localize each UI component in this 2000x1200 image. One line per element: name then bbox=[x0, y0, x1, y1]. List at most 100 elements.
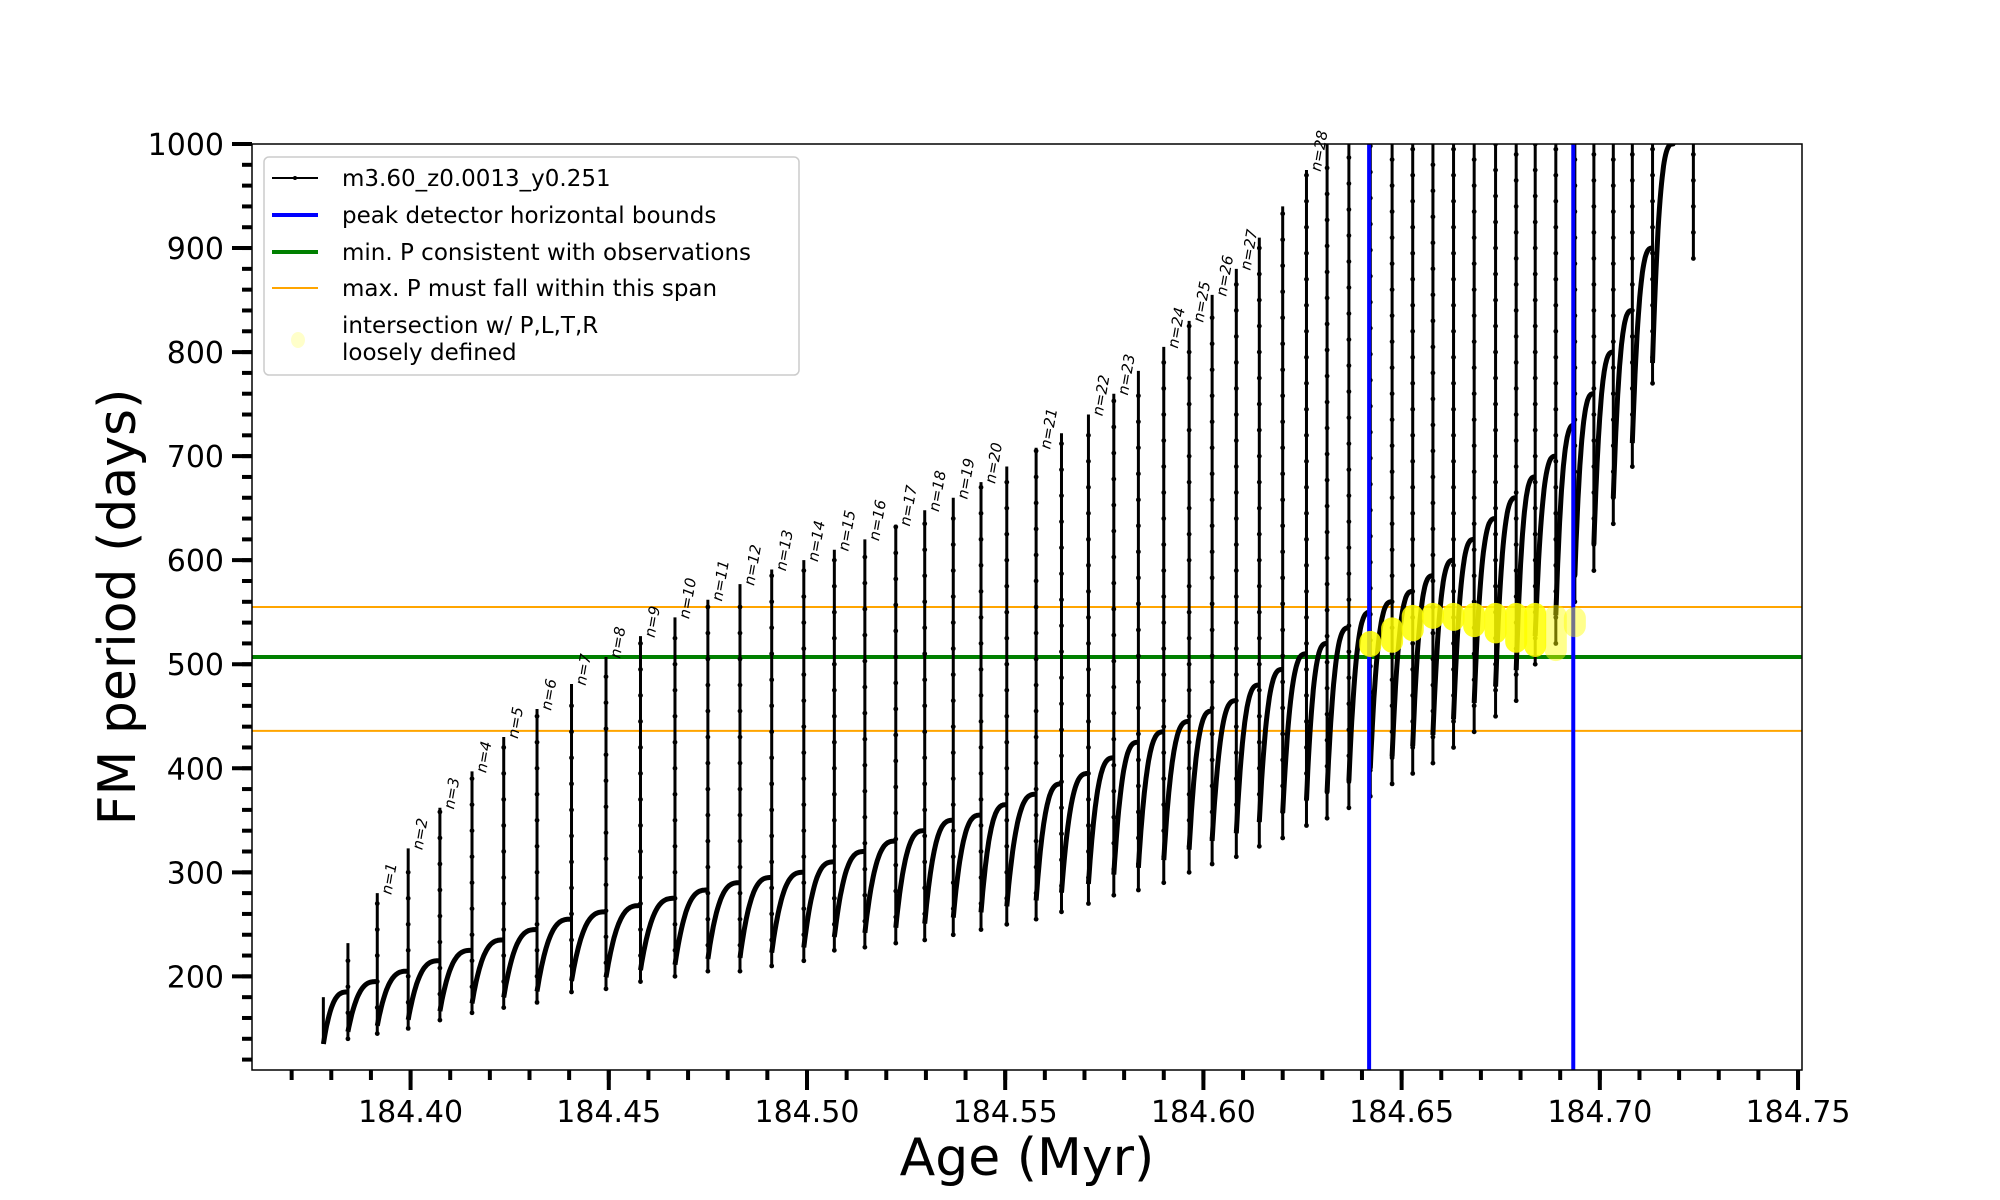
series-point bbox=[1513, 568, 1519, 573]
series-point bbox=[1280, 627, 1286, 633]
series-point bbox=[374, 901, 380, 906]
mode-label: n=16 bbox=[865, 498, 890, 542]
series-point bbox=[922, 703, 928, 709]
series-point bbox=[1004, 817, 1010, 823]
series-point bbox=[603, 908, 609, 914]
series-point bbox=[922, 599, 928, 605]
series-point bbox=[1086, 667, 1091, 672]
series-point bbox=[1233, 516, 1239, 521]
series-point bbox=[1324, 555, 1330, 561]
series-point bbox=[1280, 575, 1286, 581]
series-point bbox=[1532, 479, 1538, 485]
series-point bbox=[603, 934, 609, 940]
series-arc bbox=[469, 937, 506, 1004]
series-point bbox=[1209, 393, 1215, 399]
series-point bbox=[672, 687, 678, 693]
series-point bbox=[1471, 469, 1477, 475]
series-arc bbox=[1324, 625, 1351, 793]
series-point bbox=[1111, 398, 1117, 404]
series-point bbox=[1690, 152, 1696, 157]
series-point bbox=[638, 823, 643, 828]
series-point bbox=[1059, 623, 1064, 629]
series-point bbox=[831, 817, 837, 823]
series-point bbox=[1471, 573, 1477, 579]
x-tick-label: 184.50 bbox=[754, 1095, 859, 1130]
series-point bbox=[1493, 375, 1498, 381]
series-point bbox=[1471, 339, 1477, 345]
legend-label-green: min. P consistent with observations bbox=[342, 240, 751, 266]
series-point bbox=[801, 646, 807, 652]
series-point bbox=[1410, 588, 1416, 594]
series-point bbox=[922, 625, 928, 631]
series-point bbox=[603, 804, 609, 810]
series-point bbox=[737, 916, 743, 922]
series-point bbox=[534, 843, 540, 849]
series-point bbox=[1471, 729, 1477, 735]
series-point bbox=[1610, 339, 1616, 345]
series-point bbox=[737, 682, 743, 688]
series-point bbox=[893, 758, 899, 764]
series-point bbox=[1004, 713, 1010, 719]
series-arc bbox=[1650, 144, 1675, 364]
series-point bbox=[705, 812, 711, 818]
series-point bbox=[922, 833, 928, 839]
series-point bbox=[1430, 552, 1436, 558]
series-point bbox=[1033, 474, 1039, 480]
series-point bbox=[893, 732, 899, 738]
series-point bbox=[1513, 490, 1519, 495]
series-point bbox=[534, 947, 540, 953]
series-point bbox=[1304, 615, 1309, 620]
series-point bbox=[1430, 162, 1436, 168]
series-point bbox=[1629, 334, 1635, 339]
series-point bbox=[978, 484, 984, 490]
series-point bbox=[1033, 578, 1039, 584]
series-point bbox=[1389, 313, 1395, 319]
series-point bbox=[1280, 315, 1286, 321]
series-point bbox=[1389, 391, 1395, 397]
series-point bbox=[978, 849, 984, 854]
series-point bbox=[1532, 349, 1538, 355]
series-point bbox=[1324, 685, 1330, 691]
series-point bbox=[1591, 256, 1597, 261]
series-point bbox=[1451, 146, 1456, 152]
legend-frame bbox=[263, 156, 800, 376]
series-arc bbox=[672, 887, 710, 966]
series-point bbox=[801, 802, 807, 808]
series-point bbox=[1161, 698, 1167, 704]
mode-label: n=27 bbox=[1237, 227, 1262, 271]
series-point bbox=[1280, 549, 1286, 555]
series-point bbox=[1346, 805, 1352, 811]
series-point bbox=[437, 835, 443, 841]
series-point bbox=[705, 630, 711, 636]
series-point bbox=[501, 771, 507, 776]
series-point bbox=[1591, 360, 1597, 365]
mode-label: n=2 bbox=[408, 817, 431, 851]
series-point bbox=[769, 807, 775, 813]
series-point bbox=[1430, 370, 1436, 376]
series-point bbox=[1324, 399, 1330, 405]
series-point bbox=[1059, 597, 1064, 603]
series-point bbox=[1233, 724, 1239, 730]
series-point bbox=[862, 944, 868, 950]
y-axis-label: FM period (days) bbox=[88, 389, 148, 826]
series-point bbox=[1690, 204, 1696, 209]
series-point bbox=[469, 880, 475, 886]
series-point bbox=[1280, 731, 1286, 737]
series-point bbox=[603, 778, 609, 784]
series-point bbox=[1033, 734, 1039, 740]
series-point bbox=[1059, 441, 1064, 447]
mode-label: n=8 bbox=[606, 625, 629, 659]
series-point bbox=[950, 802, 956, 808]
series-point bbox=[1004, 583, 1010, 589]
y-tick-label: 400 bbox=[167, 752, 224, 787]
series-point bbox=[1410, 354, 1416, 360]
series-point bbox=[978, 797, 984, 802]
series-point bbox=[1346, 701, 1352, 707]
series-point bbox=[1532, 219, 1538, 225]
series-point bbox=[769, 911, 775, 917]
series-point bbox=[1513, 412, 1519, 417]
series-point bbox=[1186, 765, 1192, 771]
series-arc bbox=[831, 849, 867, 938]
series-point bbox=[1304, 667, 1309, 672]
series-point bbox=[603, 882, 609, 888]
